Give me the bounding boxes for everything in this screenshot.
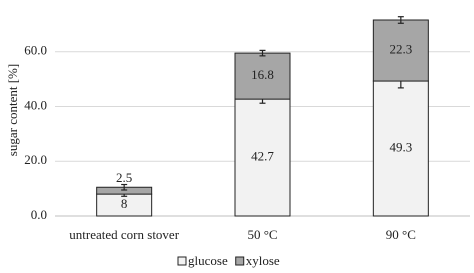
y-tick-label: 0.0 <box>31 207 47 222</box>
value-label: 42.7 <box>251 149 274 164</box>
y-tick-label: 20.0 <box>24 152 47 167</box>
y-axis-label: sugar content [%] <box>5 64 20 156</box>
x-tick-label: untreated corn stover <box>69 227 179 242</box>
value-label: 22.3 <box>389 42 412 57</box>
legend-swatch <box>235 256 245 266</box>
y-tick-label: 60.0 <box>24 43 47 58</box>
y-tick-label: 40.0 <box>24 97 47 112</box>
x-tick-label: 50 °C <box>247 227 277 242</box>
bar-segment <box>234 52 291 100</box>
bar-segment <box>372 80 429 217</box>
error-bar <box>397 16 404 24</box>
legend-label: glucose <box>188 253 228 268</box>
legend-label: xylose <box>246 253 280 268</box>
x-tick-label: 90 °C <box>386 227 416 242</box>
error-bar <box>121 183 128 191</box>
error-bar <box>259 49 266 57</box>
value-label: 49.3 <box>389 140 412 155</box>
value-label: 16.8 <box>251 67 274 82</box>
value-label: 8 <box>121 196 128 211</box>
legend-swatch <box>177 256 187 266</box>
bar-segment <box>372 19 429 82</box>
value-label: 2.5 <box>116 170 132 185</box>
bar-segment <box>234 98 291 217</box>
